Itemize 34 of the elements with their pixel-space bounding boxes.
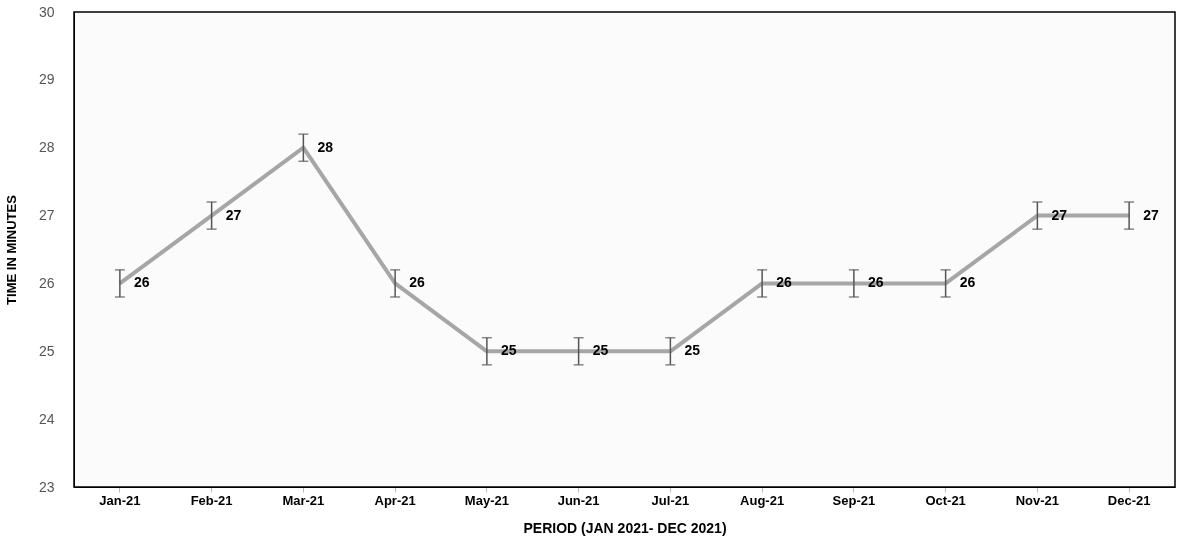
x-tick-label: Jul-21 — [651, 492, 690, 508]
y-tick-label: 28 — [38, 139, 55, 156]
x-tick-label: Mar-21 — [282, 492, 325, 508]
y-tick-label: 29 — [38, 71, 55, 88]
x-tick-label: Oct-21 — [925, 492, 966, 508]
x-tick-label: Jun-21 — [557, 492, 600, 508]
data-label: 26 — [133, 274, 150, 291]
x-axis-title: PERIOD (JAN 2021- DEC 2021) — [523, 519, 727, 536]
y-tick-label: 24 — [38, 410, 55, 427]
data-label: 25 — [500, 342, 517, 359]
data-label: 26 — [409, 274, 425, 291]
x-tick-label: Sep-21 — [832, 492, 876, 508]
data-label: 27 — [1051, 206, 1068, 223]
data-label: 27 — [1143, 206, 1159, 223]
data-label: 25 — [684, 342, 701, 359]
x-tick-label: May-21 — [464, 492, 509, 508]
y-tick-label: 27 — [38, 207, 55, 224]
x-tick-label: Feb-21 — [190, 492, 233, 508]
x-tick-label: Nov-21 — [1015, 492, 1060, 508]
data-label: 26 — [867, 274, 884, 291]
y-tick-label: 23 — [38, 478, 55, 495]
y-tick-label: 25 — [38, 342, 55, 359]
data-label: 25 — [592, 342, 609, 359]
data-label: 26 — [776, 274, 792, 291]
y-axis-title: TIME IN MINUTES — [3, 194, 19, 305]
data-label: 26 — [959, 274, 976, 291]
y-tick-label: 30 — [38, 3, 55, 20]
x-tick-label: Dec-21 — [1107, 492, 1151, 508]
data-label: 28 — [317, 138, 334, 155]
data-label: 27 — [225, 206, 242, 223]
x-tick-label: Aug-21 — [740, 492, 785, 508]
x-tick-label: Apr-21 — [374, 492, 416, 508]
x-tick-label: Jan-21 — [99, 492, 141, 508]
y-tick-label: 26 — [38, 274, 55, 291]
